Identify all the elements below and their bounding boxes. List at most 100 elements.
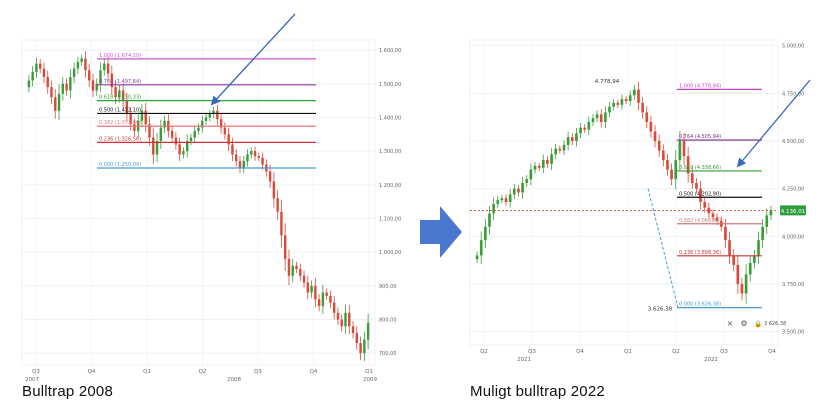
candle-body <box>715 217 719 222</box>
fib-level-label: 1.000 (1.674,10) <box>99 53 141 59</box>
candle-body <box>110 73 114 88</box>
candle-body <box>633 89 636 96</box>
candle-body <box>280 211 283 236</box>
candle-body <box>57 93 61 111</box>
candle-body <box>201 120 204 128</box>
candle-body <box>558 148 562 151</box>
right-annotation-arrow <box>736 79 811 168</box>
candle-body <box>50 87 53 98</box>
candle-body <box>533 165 537 170</box>
candle-body <box>757 240 760 256</box>
candle-body <box>620 99 624 105</box>
candle-body <box>182 151 185 155</box>
x-tick-label: Q3 <box>720 349 728 355</box>
candle-body <box>366 322 370 340</box>
candle-body <box>699 188 702 203</box>
candle-body <box>321 292 325 307</box>
candle-body <box>541 160 545 168</box>
candle-body <box>65 83 68 91</box>
candle-body <box>329 295 332 303</box>
fib-level-label: 0.236 (3.898,36) <box>679 250 721 256</box>
left-chart-2008: 1.600,00 1.500,00 1.400,00 1.300,00 1.200,00… <box>21 39 401 383</box>
candle-body <box>133 124 136 131</box>
candle-body <box>484 226 487 241</box>
candle-body <box>250 151 253 155</box>
candle-body <box>657 141 661 151</box>
candle-body <box>711 213 715 218</box>
candle-body <box>641 102 644 113</box>
annotation-overlay <box>210 13 811 258</box>
candle-body <box>140 110 144 121</box>
candle-body <box>216 110 219 120</box>
transition-arrow <box>420 206 462 258</box>
candle-body <box>95 83 98 91</box>
candle-body <box>272 181 276 199</box>
candle-body <box>575 133 578 142</box>
price-badge-bg <box>780 205 806 216</box>
candle-body <box>340 319 343 327</box>
candle-body <box>707 207 711 214</box>
x-tick-label: Q1 <box>624 349 632 355</box>
candle-body <box>234 154 238 162</box>
candle-body <box>604 112 607 122</box>
candle-body <box>686 156 690 174</box>
candle-body <box>69 77 72 91</box>
candle-body <box>299 269 302 276</box>
candle-body <box>325 292 328 296</box>
y-tick-label: 1.500,00 <box>379 82 401 88</box>
candle-body <box>504 198 508 203</box>
candle-body <box>212 110 215 115</box>
candle-body <box>670 169 673 180</box>
candle-body <box>674 160 678 180</box>
x-year-label: 2007 <box>25 377 39 383</box>
fib-level-label: 0.500 (1.412,10) <box>99 107 141 113</box>
candle-body <box>512 188 516 195</box>
y-tick-label: 1.100,00 <box>379 216 401 222</box>
candle-body <box>508 194 512 203</box>
x-tick-label: Q4 <box>310 369 318 375</box>
candle-body <box>125 100 129 115</box>
candle-body <box>193 130 196 138</box>
fib-level-label: 0.382 (1.373,86) <box>99 120 141 126</box>
y-tick-label: 4.500,00 <box>782 139 804 145</box>
candle-body <box>703 202 707 208</box>
candle-body <box>129 114 132 125</box>
candle-body <box>753 255 756 264</box>
candle-body <box>666 160 669 170</box>
x-year-label: 2008 <box>227 377 241 383</box>
candle-body <box>306 282 310 293</box>
candle-body <box>103 63 106 71</box>
plot-area <box>469 39 779 346</box>
candle-body <box>231 144 234 155</box>
candle-body <box>152 137 155 155</box>
candle-body <box>682 141 686 157</box>
candle-body <box>219 119 223 128</box>
candle-body <box>359 343 362 354</box>
fib-level-label: 1.000 (4.778,94) <box>679 83 721 89</box>
candle-body <box>562 144 566 151</box>
candle-body <box>351 326 355 334</box>
candle-body <box>148 124 151 138</box>
candle-body <box>35 63 38 72</box>
lock-icon: 🔒 <box>754 320 762 328</box>
candle-body <box>765 215 769 227</box>
fib-level-label: 0.000 (3.626,38) <box>679 302 721 308</box>
candle-body <box>695 182 698 189</box>
candle-body <box>690 173 694 183</box>
candle-body <box>72 68 76 78</box>
y-tick-label: 3.500,00 <box>782 330 804 336</box>
candle-body <box>525 179 529 183</box>
candle-body <box>537 165 541 168</box>
candle-body <box>27 80 31 88</box>
y-tick-label: 700,00 <box>379 351 397 357</box>
fib-level-label: 0.618 (1.450,33) <box>99 95 141 101</box>
candle-body <box>769 210 773 216</box>
candle-body <box>91 80 95 91</box>
candle-body <box>87 70 91 81</box>
y-tick-label: 4.000,00 <box>782 234 804 240</box>
candle-body <box>185 141 189 152</box>
x-tick-label: Q2 <box>480 349 488 355</box>
x-tick-label: Q3 <box>32 369 40 375</box>
